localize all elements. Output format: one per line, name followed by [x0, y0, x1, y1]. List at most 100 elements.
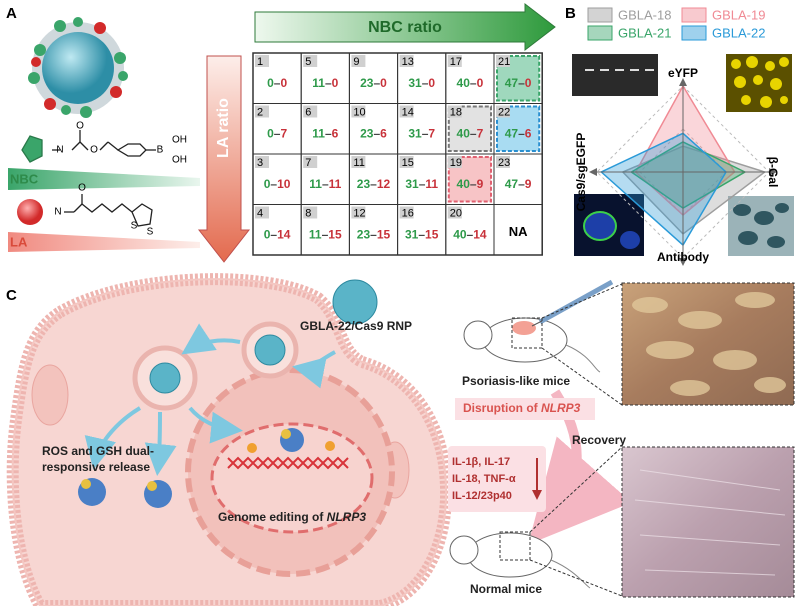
separator: –	[274, 76, 281, 90]
gal-cells	[733, 203, 789, 248]
la-value: 15	[377, 228, 391, 242]
cell-index: 20	[450, 207, 462, 219]
cell-index-box	[351, 55, 366, 67]
radar-axis-label: β-Gal	[766, 157, 780, 188]
release-label: ROS and GSH dual-	[42, 444, 154, 458]
cell-index: 19	[450, 157, 462, 169]
cell-index: 8	[305, 207, 311, 219]
nbc-value: 0	[267, 127, 274, 141]
cell-index: 3	[257, 157, 263, 169]
la-value: 9	[525, 177, 532, 191]
nbc-value: 40	[457, 76, 471, 90]
atom: N	[54, 207, 61, 218]
atom: O	[76, 121, 84, 132]
cell-index-box	[303, 55, 318, 67]
atom: O	[78, 183, 86, 194]
atom: OH	[172, 135, 187, 146]
separator: –	[518, 177, 525, 191]
la-value: 15	[328, 228, 342, 242]
dna	[227, 456, 349, 470]
released-proteins	[78, 478, 172, 508]
cell-index-box	[447, 55, 462, 67]
nbc-value: 11	[312, 127, 325, 141]
la-value: 14	[277, 228, 291, 242]
release-label: responsive release	[42, 460, 150, 474]
la-value: 0	[428, 76, 435, 90]
cell-ratio: 40–9	[457, 177, 484, 191]
la-value: 6	[525, 127, 532, 141]
grid-cell	[493, 204, 543, 256]
cell-index-box	[496, 156, 510, 168]
normal-mouse	[449, 532, 591, 589]
cell-ratio: 31–0	[408, 76, 435, 90]
nbc-atoms: N O O B OH OH	[56, 121, 187, 166]
cell-index-box	[351, 105, 366, 118]
la-value: 6	[380, 127, 387, 141]
atom: N	[56, 145, 63, 156]
cell-index-box	[496, 105, 510, 118]
cell-index: 23	[498, 157, 510, 169]
cell-index: 16	[402, 207, 414, 219]
cell-index-box	[399, 206, 414, 219]
cell-ratio: 31–7	[408, 127, 435, 141]
nanoparticle	[28, 17, 128, 118]
separator: –	[419, 177, 426, 191]
separator: –	[274, 127, 281, 141]
la-value: 10	[277, 177, 291, 191]
cytokine: IL-12/23p40	[452, 490, 512, 502]
la-value: 0	[380, 76, 387, 90]
separator: –	[470, 177, 477, 191]
cell-index-box	[303, 156, 318, 168]
zoom-box	[511, 317, 543, 349]
recovery-label: Recovery	[572, 433, 626, 447]
la-value: 0	[525, 76, 532, 90]
cell-ratio: 31–11	[405, 177, 438, 191]
cell-index: 10	[353, 106, 365, 118]
yfp-cells	[731, 56, 789, 108]
nbc-value: 23	[357, 177, 371, 191]
cell-ratio: 23–15	[357, 228, 391, 242]
la-value: 14	[473, 228, 487, 242]
zoom-lines	[529, 446, 623, 597]
uptake-arrows	[84, 323, 336, 476]
panel-letter: C	[6, 287, 17, 304]
cell-index: 7	[305, 157, 311, 169]
psoriasis-mouse	[463, 317, 601, 373]
cell-highlight	[496, 105, 541, 152]
legend: GBLA-18 GBLA-19 GBLA-21 GBLA-22	[587, 7, 765, 41]
cell-ratio: 0–10	[264, 177, 291, 191]
separator: –	[370, 228, 377, 242]
cell-ratio: 11–15	[309, 228, 342, 242]
cell-ratio: 47–9	[505, 177, 532, 191]
disruption-gene: NLRP3	[541, 401, 581, 415]
cell-index: 12	[353, 207, 365, 219]
separator: –	[322, 177, 329, 191]
cell-ratio: 11–11	[309, 177, 341, 191]
separator: –	[470, 127, 477, 141]
gel-image	[572, 54, 658, 96]
cell-index-box	[399, 105, 414, 118]
cell-ratio: 11–0	[312, 76, 338, 90]
nbc-value: 47	[505, 177, 519, 191]
cell-index: 1	[257, 56, 263, 68]
la-value: 7	[280, 127, 287, 141]
cell-ratio: 40–0	[457, 76, 484, 90]
cell-ratio: 23–12	[357, 177, 391, 191]
separator: –	[373, 76, 380, 90]
la-arrow	[197, 55, 251, 263]
nbc-label: NBC	[10, 171, 39, 186]
nbc-value: 47	[505, 76, 519, 90]
psoriasis-label: Psoriasis-like mice	[462, 374, 570, 388]
nbc-structure	[21, 130, 156, 163]
cell-index-box	[447, 156, 462, 168]
nbc-wedge	[8, 168, 200, 190]
nbc-value: 40	[453, 228, 467, 242]
legend-swatch	[681, 7, 707, 23]
separator: –	[470, 76, 477, 90]
nbc-value: 40	[457, 177, 471, 191]
la-value: 0	[280, 76, 287, 90]
cell-index: 15	[402, 157, 414, 169]
ratio-grid: 10–0511–0923–01331–01740–02147–020–7611–…	[252, 52, 543, 256]
cell-ratio: 0–0	[267, 76, 287, 90]
